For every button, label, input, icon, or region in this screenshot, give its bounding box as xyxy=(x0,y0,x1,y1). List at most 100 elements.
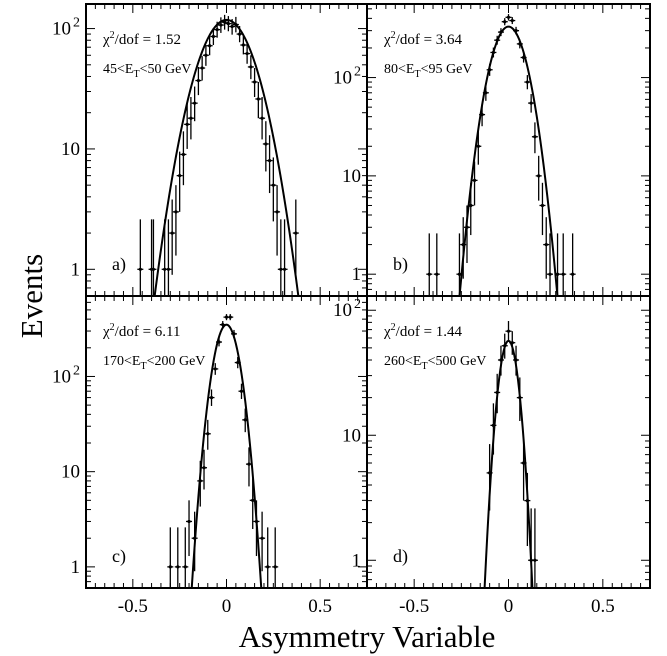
data-point xyxy=(514,29,518,33)
data-points xyxy=(167,314,279,588)
data-point xyxy=(435,272,439,276)
data-point xyxy=(198,479,202,483)
data-point xyxy=(226,21,230,26)
data-point xyxy=(561,272,565,276)
data-point xyxy=(256,97,260,101)
et-range-annotation: 45<ET<50 GeV xyxy=(103,62,191,80)
data-point xyxy=(495,390,499,395)
chi2-annotation: χ2/dof = 1.52 xyxy=(102,30,181,48)
data-point xyxy=(279,267,283,271)
data-point xyxy=(491,50,496,55)
y-tick-label: 10 xyxy=(333,300,352,321)
data-point xyxy=(193,536,197,540)
data-point xyxy=(213,367,217,371)
data-point xyxy=(484,91,488,95)
data-point xyxy=(219,23,223,27)
data-point xyxy=(260,116,264,120)
data-point xyxy=(209,395,214,400)
data-point xyxy=(529,558,533,562)
data-point xyxy=(495,38,499,42)
data-point xyxy=(499,30,503,34)
y-tick-exponent: 2 xyxy=(354,65,361,80)
data-point xyxy=(183,565,187,569)
x-tick-labels: -0.5 0 0.5 -0.5 0 0.5 xyxy=(118,596,615,617)
data-point xyxy=(228,315,232,319)
fit-curve xyxy=(458,25,559,296)
fit-curve xyxy=(190,323,263,588)
y-tick-label: 10 xyxy=(333,68,352,89)
data-point xyxy=(176,565,180,569)
data-point xyxy=(491,423,496,427)
data-point xyxy=(488,471,492,475)
panel-label: c) xyxy=(112,546,126,567)
data-point xyxy=(503,20,507,24)
data-point xyxy=(533,558,537,562)
data-point xyxy=(273,565,277,569)
y-tick-label: 10 xyxy=(61,462,80,483)
data-point xyxy=(571,272,575,276)
data-point xyxy=(499,358,503,362)
panel-label: b) xyxy=(393,254,408,275)
data-point xyxy=(185,122,189,126)
data-point xyxy=(253,80,257,84)
x-tick-label: 0.5 xyxy=(308,596,332,617)
data-point xyxy=(266,565,270,569)
data-point xyxy=(196,78,200,83)
y-tick-exponent: 2 xyxy=(73,363,80,378)
data-point xyxy=(480,112,484,117)
data-point xyxy=(488,68,492,72)
x-axis-label: Asymmetry Variable xyxy=(239,619,496,654)
data-point xyxy=(521,55,526,60)
y-tick-label: 10 xyxy=(52,19,71,40)
data-point xyxy=(540,203,545,208)
panel-frame xyxy=(366,295,651,589)
data-point xyxy=(238,32,242,36)
data-point xyxy=(236,360,240,365)
data-points xyxy=(426,14,576,296)
x-tick-label: 0 xyxy=(222,596,232,617)
data-point xyxy=(193,101,197,105)
data-point xyxy=(234,22,238,27)
y-tick-label: 10 xyxy=(342,425,361,446)
data-point xyxy=(555,272,560,276)
data-point xyxy=(514,358,518,362)
data-point xyxy=(510,341,514,345)
data-point xyxy=(208,44,212,48)
data-point xyxy=(282,267,287,271)
chi2-annotation: χ2/dof = 1.44 xyxy=(383,322,463,340)
y-axis-label: Events xyxy=(14,254,49,338)
panel-label: d) xyxy=(393,546,408,567)
data-point xyxy=(525,499,529,503)
data-point xyxy=(151,267,156,271)
x-tick-label: -0.5 xyxy=(118,596,148,617)
fit-curve xyxy=(153,18,300,296)
y-tick-exponent: 2 xyxy=(73,16,80,31)
y-tick-label: 1 xyxy=(71,259,81,280)
chi2-annotation: χ2/dof = 6.11 xyxy=(102,322,181,340)
data-point xyxy=(271,183,275,187)
data-point xyxy=(469,203,473,208)
y-tick-exponent: 2 xyxy=(354,297,361,312)
panel-label: a) xyxy=(112,254,126,275)
data-point xyxy=(232,332,236,336)
data-point xyxy=(224,315,229,319)
data-point xyxy=(260,536,264,540)
data-points xyxy=(486,321,538,588)
data-point xyxy=(247,462,251,466)
data-point xyxy=(245,51,249,56)
y-tick-label: 10 xyxy=(52,366,71,387)
data-point xyxy=(174,210,178,214)
x-tick-label: 0.5 xyxy=(591,596,615,617)
data-point xyxy=(178,174,182,178)
data-point xyxy=(275,210,279,214)
data-point xyxy=(217,340,221,344)
data-point xyxy=(215,28,219,32)
data-point xyxy=(230,24,234,29)
data-point xyxy=(521,461,526,465)
data-point xyxy=(525,80,529,84)
x-tick-label: 0 xyxy=(504,596,514,617)
data-point xyxy=(294,231,298,235)
